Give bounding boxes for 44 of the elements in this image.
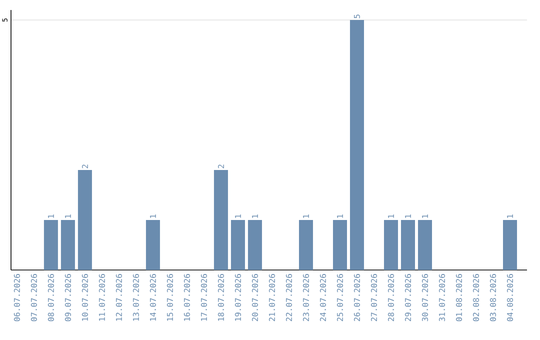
x-tick-label: 28.07.2026 [388,274,394,322]
data-label: 1 [507,214,513,218]
x-tick-label: 09.07.2026 [64,274,71,322]
data-label: 1 [337,214,343,218]
x-tick-label: 24.07.2026 [320,274,326,322]
data-label: 1 [388,214,394,218]
x-tick-label: 13.07.2026 [132,274,139,321]
x-tick-label: 12.07.2026 [116,274,122,321]
x-tick-label: 04.08.2026 [506,274,514,322]
data-label: 5 [354,14,360,18]
x-tick-label: 08.07.2026 [48,274,54,322]
data-label: 1 [405,214,411,218]
x-tick-label: 21.07.2026 [268,274,275,322]
x-tick-label: 17.07.2026 [200,274,207,321]
data-label: 2 [218,164,224,168]
x-tick-label: 03.08.2026 [490,274,496,322]
x-tick-label: 01.08.2026 [456,274,462,322]
x-tick-label: 11.07.2026 [98,274,105,321]
x-tick-label: 06.07.2026 [14,274,20,322]
x-tick-label: 10.07.2026 [82,274,88,321]
x-tick-label: 26.07.2026 [354,274,360,322]
x-tick-label: 25.07.2026 [336,274,344,322]
data-label: 2 [82,164,88,168]
data-label: 1 [252,214,258,218]
x-tick-label: 19.07.2026 [234,274,241,321]
data-label: 1 [422,214,428,218]
x-tick-label: 23.07.2026 [302,274,310,322]
x-tick-label: 22.07.2026 [286,274,292,322]
x-tick-label: 02.08.2026 [472,274,480,322]
x-tick-label: 20.07.2026 [252,274,258,322]
x-tick-label: 29.07.2026 [404,274,412,322]
data-label: 1 [235,214,241,218]
data-label: 1 [150,214,156,218]
x-tick-label: 31.07.2026 [438,274,446,322]
x-tick-label: 15.07.2026 [166,274,173,321]
x-tick-label: 30.07.2026 [422,274,428,322]
data-label: 1 [303,214,309,218]
x-tick-label: 18.07.2026 [218,274,224,321]
x-tick-label: 14.07.2026 [150,274,156,321]
data-label: 1 [48,214,54,218]
x-tick-label: 27.07.2026 [370,274,378,322]
x-tick-label: 16.07.2026 [184,274,190,321]
x-tick-label: 07.07.2026 [30,274,37,322]
data-label: 1 [65,214,71,218]
